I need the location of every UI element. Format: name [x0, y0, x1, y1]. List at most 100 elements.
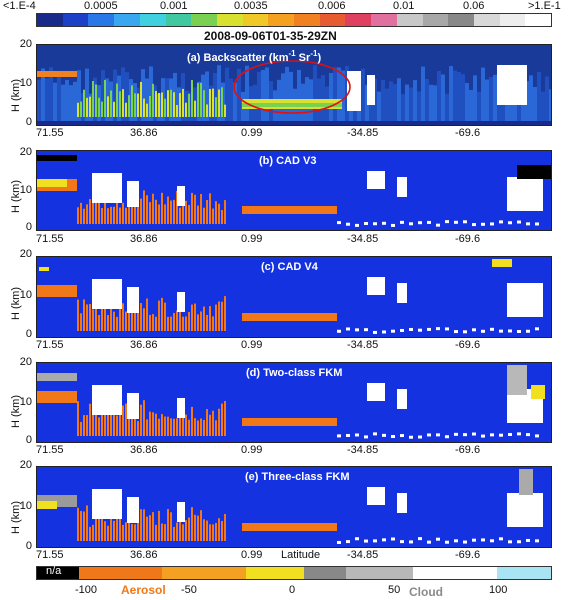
- top-colorbar-segment: [473, 14, 500, 26]
- bottom-colorbar-segment: [287, 567, 305, 579]
- x-tick-label: 36.86: [130, 233, 158, 245]
- x-tick-label: 0.99: [241, 444, 263, 456]
- panel-imagery: [37, 259, 543, 334]
- y-tick-d-0: 0: [25, 434, 32, 446]
- x-tick-label: 71.55: [36, 339, 64, 351]
- top-colorbar-segment: [37, 14, 63, 26]
- top-colorbar-segment: [216, 14, 243, 26]
- x-tick-label: -69.6: [455, 339, 481, 351]
- x-axis-label: Latitude: [281, 549, 321, 561]
- colorbar-na-label: n/a: [46, 565, 62, 577]
- panel-e-title: (e) Three-class FKM: [245, 471, 350, 483]
- top-colorbar-tick-0: <1.E-4: [3, 0, 36, 12]
- x-tick-label: 0.99: [241, 127, 263, 139]
- y-tick-d-20: 20: [19, 356, 32, 368]
- panel-three-class-fkm: (e) Three-class FKM: [36, 466, 552, 548]
- bottom-tick-neg50: -50: [181, 584, 197, 596]
- bottom-colorbar-segment: [120, 567, 163, 579]
- y-tick-d-10: 10: [19, 396, 32, 408]
- panel-backscatter: (a) Backscatter (km-1 Sr-1): [36, 44, 552, 126]
- top-colorbar-tick-4: 0.006: [318, 0, 346, 12]
- top-colorbar-tick-2: 0.001: [160, 0, 188, 12]
- x-tick-label: 36.86: [130, 339, 158, 351]
- x-tick-label: -69.6: [455, 233, 481, 245]
- aerosol-label: Aerosol: [121, 583, 166, 597]
- top-colorbar-segment: [448, 14, 474, 26]
- top-colorbar-segment: [345, 14, 372, 26]
- top-colorbar: [36, 13, 552, 27]
- panel-b-title: (b) CAD V3: [259, 155, 317, 167]
- bottom-tick-50: 50: [388, 584, 401, 596]
- top-colorbar-segment: [319, 14, 346, 26]
- bottom-colorbar-segment: [387, 567, 414, 579]
- bottom-colorbar-segment: [496, 567, 551, 579]
- top-colorbar-segment: [268, 14, 295, 26]
- bottom-colorbar-segment: [413, 567, 455, 579]
- x-tick-label: -34.85: [347, 127, 379, 139]
- y-tick-a-20: 20: [19, 38, 32, 50]
- top-colorbar-segment: [165, 14, 192, 26]
- bottom-colorbar-segment: [162, 567, 205, 579]
- x-tick-label: 71.55: [36, 233, 64, 245]
- y-tick-b-20: 20: [19, 146, 32, 158]
- panel-cad-v3: (b) CAD V3: [36, 150, 552, 231]
- top-colorbar-segment: [88, 14, 115, 26]
- x-tick-label: 0.99: [241, 549, 263, 561]
- y-tick-e-10: 10: [19, 500, 32, 512]
- top-colorbar-tick-6: 0.06: [463, 0, 485, 12]
- x-tick-label: 36.86: [130, 444, 158, 456]
- bottom-colorbar-segment: [204, 567, 246, 579]
- top-colorbar-segment: [242, 14, 269, 26]
- panel-c-title: (c) CAD V4: [261, 261, 318, 273]
- top-colorbar-segment: [396, 14, 423, 26]
- x-tick-label: -34.85: [347, 444, 379, 456]
- top-colorbar-tick-7: >1.E-1: [528, 0, 561, 12]
- y-tick-c-0: 0: [25, 328, 32, 340]
- top-colorbar-segment: [525, 14, 552, 26]
- top-colorbar-segment: [371, 14, 397, 26]
- bottom-colorbar-segment: [78, 567, 121, 579]
- top-colorbar-segment: [139, 14, 166, 26]
- top-colorbar-segment: [114, 14, 140, 26]
- x-tick-label: 71.55: [36, 444, 64, 456]
- y-tick-b-10: 10: [19, 184, 32, 196]
- panel-a-title: (a) Backscatter (km-1 Sr-1): [187, 49, 322, 64]
- panel-d-title: (d) Two-class FKM: [246, 367, 343, 379]
- cloud-label: Cloud: [409, 585, 443, 599]
- x-tick-label: 71.55: [36, 549, 64, 561]
- x-tick-label: -69.6: [455, 127, 481, 139]
- top-colorbar-tick-5: 0.01: [393, 0, 415, 12]
- top-colorbar-segment: [62, 14, 89, 26]
- x-tick-label: 0.99: [241, 233, 263, 245]
- y-tick-e-20: 20: [19, 459, 32, 471]
- y-tick-e-0: 0: [25, 540, 32, 552]
- y-axis-label-b: H (km): [10, 180, 22, 213]
- panel-cad-v4: (c) CAD V4: [36, 256, 552, 338]
- x-tick-label: 36.86: [130, 549, 158, 561]
- y-tick-a-0: 0: [25, 116, 32, 128]
- top-colorbar-segment: [422, 14, 449, 26]
- bottom-colorbar-segment: [454, 567, 497, 579]
- x-tick-label: 36.86: [130, 127, 158, 139]
- panel-imagery: [37, 155, 551, 227]
- top-colorbar-segment: [191, 14, 217, 26]
- x-tick-label: -69.6: [455, 444, 481, 456]
- bottom-colorbar-segment: [245, 567, 288, 579]
- top-colorbar-tick-1: 0.0005: [84, 0, 118, 12]
- panel-imagery: [37, 469, 543, 544]
- x-tick-label: 71.55: [36, 127, 64, 139]
- x-tick-label: 0.99: [241, 339, 263, 351]
- bottom-colorbar: [36, 566, 552, 580]
- panel-imagery: [37, 365, 545, 439]
- bottom-tick-neg100: -100: [75, 584, 98, 596]
- x-tick-label: -34.85: [347, 233, 379, 245]
- x-tick-label: -34.85: [347, 549, 379, 561]
- top-colorbar-segment: [499, 14, 526, 26]
- bottom-colorbar-segment: [304, 567, 347, 579]
- bottom-colorbar-segment: [37, 567, 79, 579]
- bottom-tick-100: 100: [489, 584, 508, 596]
- panel-two-class-fkm: (d) Two-class FKM: [36, 362, 552, 443]
- panel-imagery: [37, 60, 551, 125]
- top-colorbar-tick-3: 0.0035: [234, 0, 268, 12]
- top-colorbar-segment: [294, 14, 320, 26]
